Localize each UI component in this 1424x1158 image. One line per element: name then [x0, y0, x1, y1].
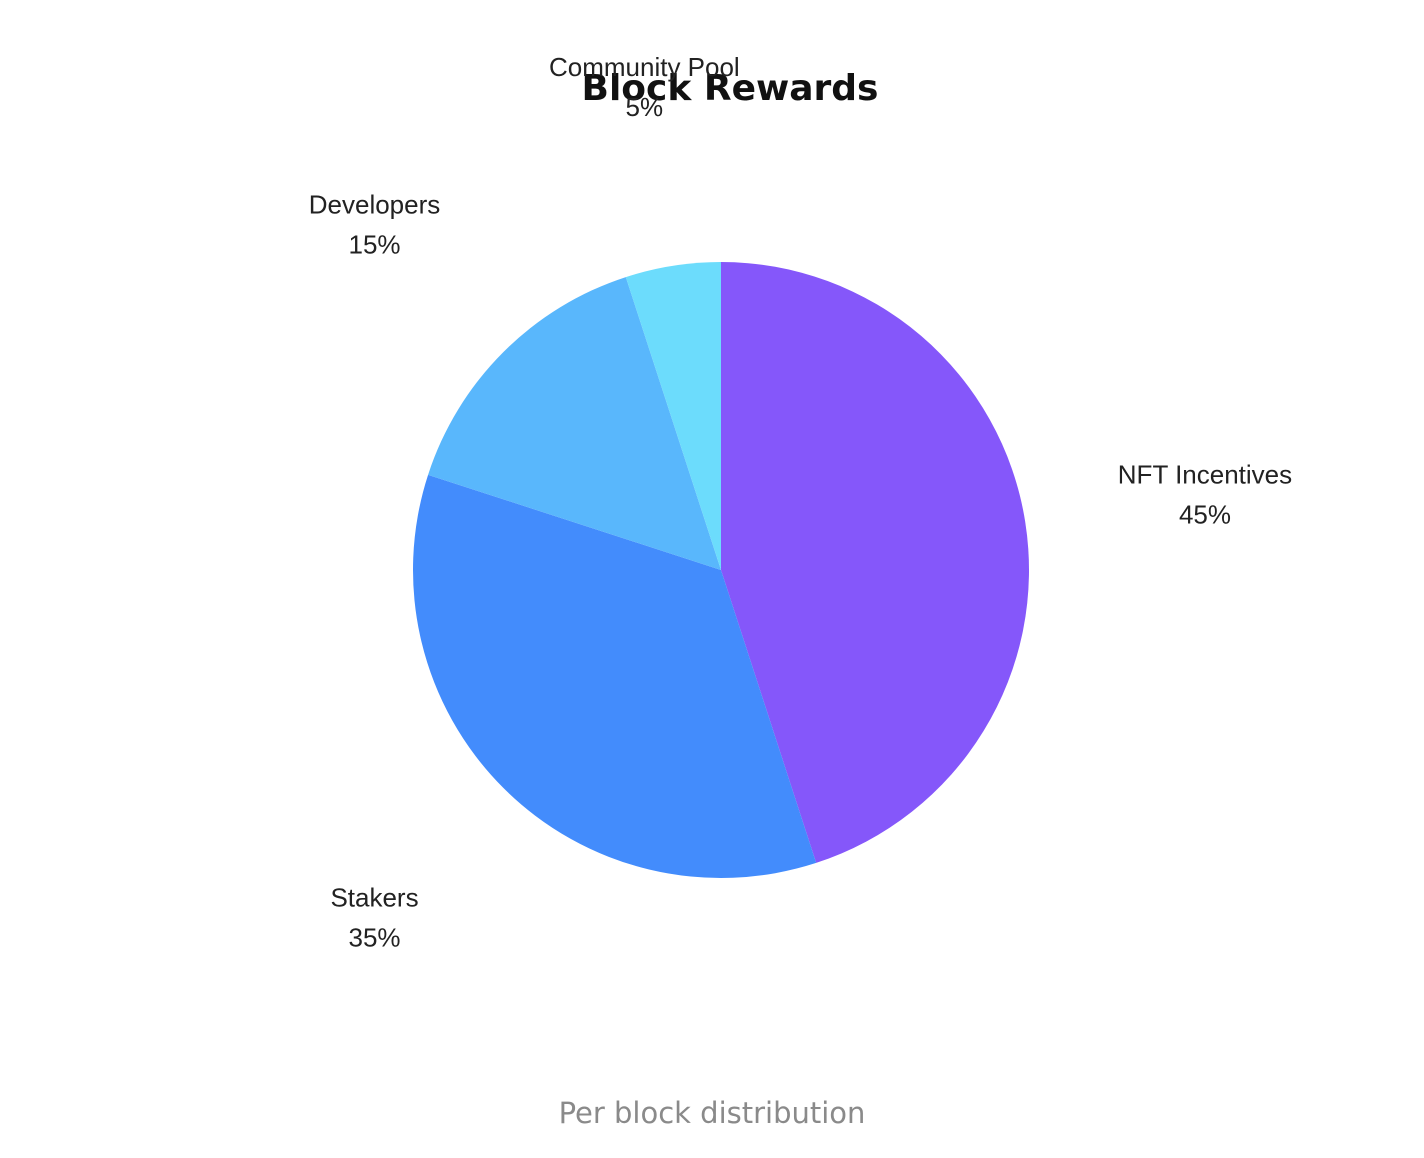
chart-caption: Per block distribution — [558, 1096, 866, 1130]
pie-slice-stakers — [412, 474, 817, 878]
slice-value-label-community-pool: 5% — [626, 92, 664, 122]
slice-label-stakers: Stakers — [330, 882, 418, 912]
chart-title: Block Rewards — [582, 68, 879, 109]
slice-label-developers: Developers — [309, 190, 441, 220]
slice-label-community-pool: Community Pool — [549, 52, 740, 82]
slice-value-label-nft-incentives: 45% — [1179, 499, 1231, 529]
slice-value-label-stakers: 35% — [348, 922, 400, 952]
pie-slice-community-pool — [625, 262, 721, 570]
slice-label-nft-incentives: NFT Incentives — [1118, 459, 1292, 489]
pie-slice-developers — [428, 277, 721, 570]
pie-labels: NFT Incentives 45% Stakers 35% Developers 15%… — [309, 52, 1292, 952]
slice-value-label-developers: 15% — [348, 230, 400, 260]
pie-slice-nft-incentives — [721, 262, 1029, 863]
pie-slices — [412, 262, 1029, 878]
